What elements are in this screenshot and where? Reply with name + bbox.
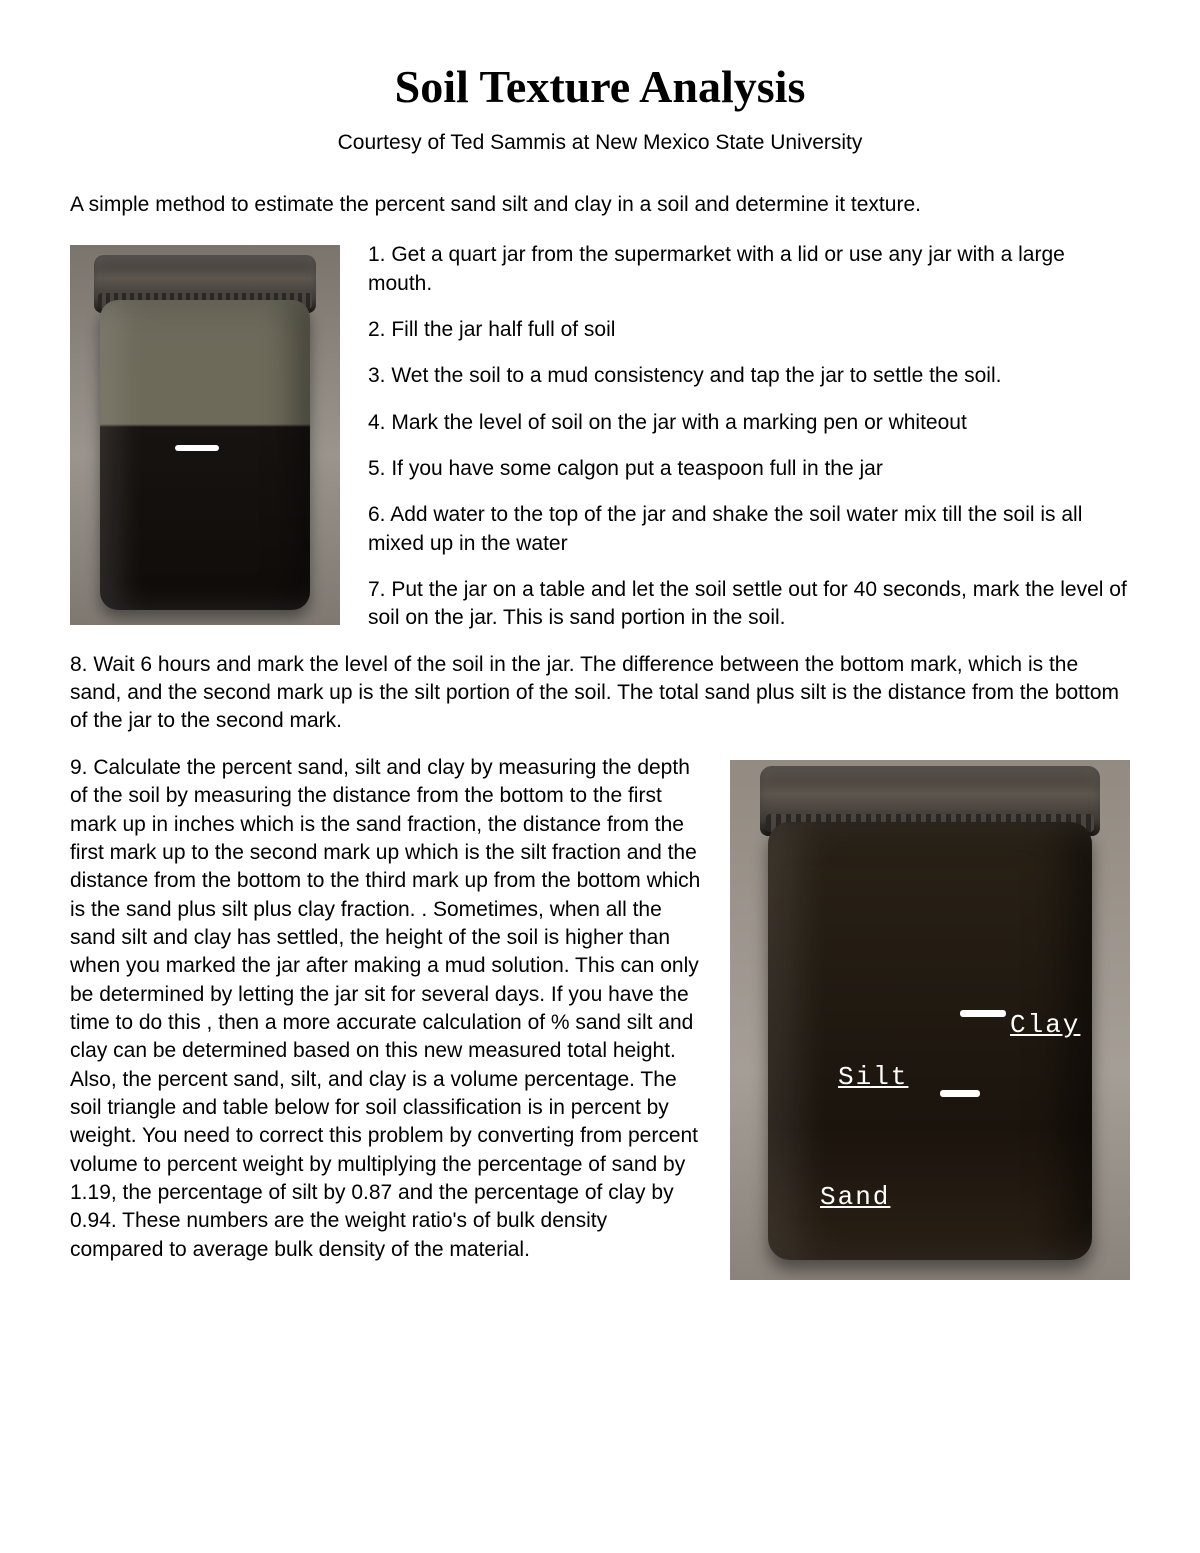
jar-photo-1 [70,245,340,625]
jar2-mark-clay [960,1010,1006,1017]
jar1-body [100,300,310,610]
page-title: Soil Texture Analysis [70,60,1130,113]
document-page: Soil Texture Analysis Courtesy of Ted Sa… [0,0,1200,1553]
jar2-label-sand: Sand [820,1180,890,1215]
jar-photo-2: Clay Silt Sand [730,760,1130,1280]
jar2-mark-silt [940,1090,980,1097]
intro-text: A simple method to estimate the percent … [70,191,1130,219]
step-8: 8. Wait 6 hours and mark the level of th… [70,651,1130,736]
jar2-label-clay: Clay [1010,1008,1080,1043]
content-flow: 1. Get a quart jar from the supermarket … [70,241,1130,1289]
jar1-soil-mark [175,445,219,451]
jar2-label-silt: Silt [838,1060,908,1095]
courtesy-line: Courtesy of Ted Sammis at New Mexico Sta… [70,131,1130,155]
